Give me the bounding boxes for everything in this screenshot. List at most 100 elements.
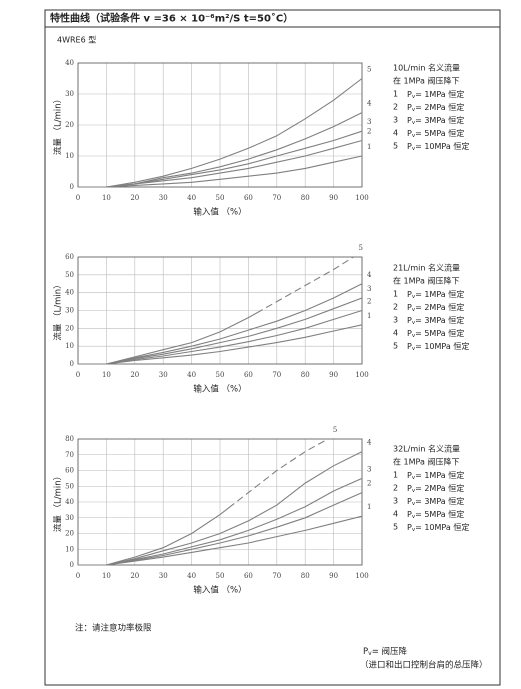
y-tick-label: 10 [65,545,74,553]
legend-subtitle: 在 1MPa 阀压降下 [393,457,459,467]
legend-entry: Pv= 5MPa 恒定 [407,509,464,520]
curve-label: 5 [358,244,362,252]
legend-entry: Pv= 1MPa 恒定 [407,89,464,100]
legend-text: = 10MPa 恒定 [415,522,469,532]
legend-symbol: P [407,342,412,351]
x-tick-label: 60 [244,194,253,202]
x-tick-label: 100 [355,194,368,202]
curve [78,256,354,365]
x-tick-label: 80 [301,572,310,580]
legend-subscript: v [412,488,416,494]
legend-index: 4 [393,129,398,138]
legend-text: = 1MPa 恒定 [415,89,464,99]
y-tick-label: 30 [65,90,74,98]
legend-index: 3 [393,116,398,125]
legend-index: 3 [393,316,398,325]
curve-label: 2 [367,128,371,136]
x-tick-label: 50 [216,572,225,580]
legend-text: = 1MPa 恒定 [415,289,464,299]
legend-subtitle: 在 1MPa 阀压降下 [393,276,459,286]
x-tick-label: 70 [272,572,281,580]
x-tick-label: 100 [355,572,368,580]
legend-symbol: P [407,471,412,480]
y-tick-label: 80 [65,435,74,443]
y-tick-label: 70 [65,451,74,459]
x-tick-label: 50 [216,371,225,379]
y-tick-label: 10 [65,342,74,350]
pv-subscript: v [368,650,372,657]
x-tick-label: 80 [301,194,310,202]
legend-text: = 10MPa 恒定 [415,141,469,151]
legend-entry: Pv= 3MPa 恒定 [407,315,464,326]
legend-subscript: v [412,294,416,300]
y-tick-label: 60 [65,467,74,475]
page-border [44,9,501,686]
legend-subscript: v [412,501,416,507]
x-tick-label: 10 [102,371,111,379]
x-tick-label: 90 [329,371,338,379]
legend-index: 1 [393,471,398,480]
y-tick-label: 40 [65,289,74,297]
legend-subscript: v [412,320,416,326]
curve-label: 4 [367,271,372,279]
y-tick-label: 40 [65,59,74,67]
curve [78,112,363,188]
legend-subscript: v [412,146,416,152]
legend-subscript: v [412,120,416,126]
pv-symbol: P [363,647,368,657]
y-tick-label: 0 [70,360,74,368]
x-tick-label: 40 [187,194,196,202]
legend-symbol: P [407,129,412,138]
legend-symbol: P [407,484,412,493]
legend-symbol: P [407,90,412,99]
legend-index: 4 [393,510,398,519]
legend-subscript: v [412,475,416,481]
curve [78,283,363,365]
y-tick-label: 30 [65,514,74,522]
x-tick-label: 10 [102,194,111,202]
legend-entry: Pv= 5MPa 恒定 [407,128,464,139]
legend-entry: Pv= 3MPa 恒定 [407,496,464,507]
x-tick-label: 100 [355,371,368,379]
curve-label: 1 [367,143,371,151]
legend-subscript: v [412,346,416,352]
curve [78,324,363,365]
x-tick-label: 90 [329,194,338,202]
x-tick-label: 40 [187,572,196,580]
curve [78,438,329,566]
legend-title: 10L/min 名义流量 [393,63,460,73]
legend-symbol: P [407,523,412,532]
y-tick-label: 50 [65,271,74,279]
y-axis-title: 流量 （L/min） [53,95,64,155]
legend-text: = 5MPa 恒定 [415,128,464,138]
x-axis-title: 输入值 （%） [193,585,246,596]
curve-label: 3 [367,118,371,126]
legend-subscript: v [412,527,416,533]
legend-subscript: v [412,133,416,139]
y-tick-label: 30 [65,307,74,315]
legend-index: 5 [393,342,398,351]
legend-symbol: P [407,116,412,125]
y-tick-label: 20 [65,530,74,538]
y-tick-label: 20 [65,324,74,332]
pv-definition: Pv= 阀压降 [363,646,408,657]
curve-label: 1 [367,503,371,511]
legend-index: 1 [393,90,398,99]
x-tick-label: 0 [76,194,80,202]
legend-symbol: P [407,329,412,338]
legend-text: = 2MPa 恒定 [415,102,464,112]
legend-text: = 2MPa 恒定 [415,483,464,493]
x-tick-label: 20 [130,371,139,379]
curve [78,155,363,188]
legend-entry: Pv= 2MPa 恒定 [407,102,464,113]
legend-text: = 1MPa 恒定 [415,470,464,480]
x-tick-label: 0 [76,572,80,580]
y-tick-label: 0 [70,561,74,569]
curve-label: 5 [367,66,371,74]
y-axis-title: 流量 （L/min） [53,280,64,340]
legend-title: 21L/min 名义流量 [393,263,460,273]
curve-label: 1 [367,312,371,320]
curve [78,451,363,566]
x-tick-label: 50 [216,194,225,202]
legend-subscript: v [412,107,416,113]
